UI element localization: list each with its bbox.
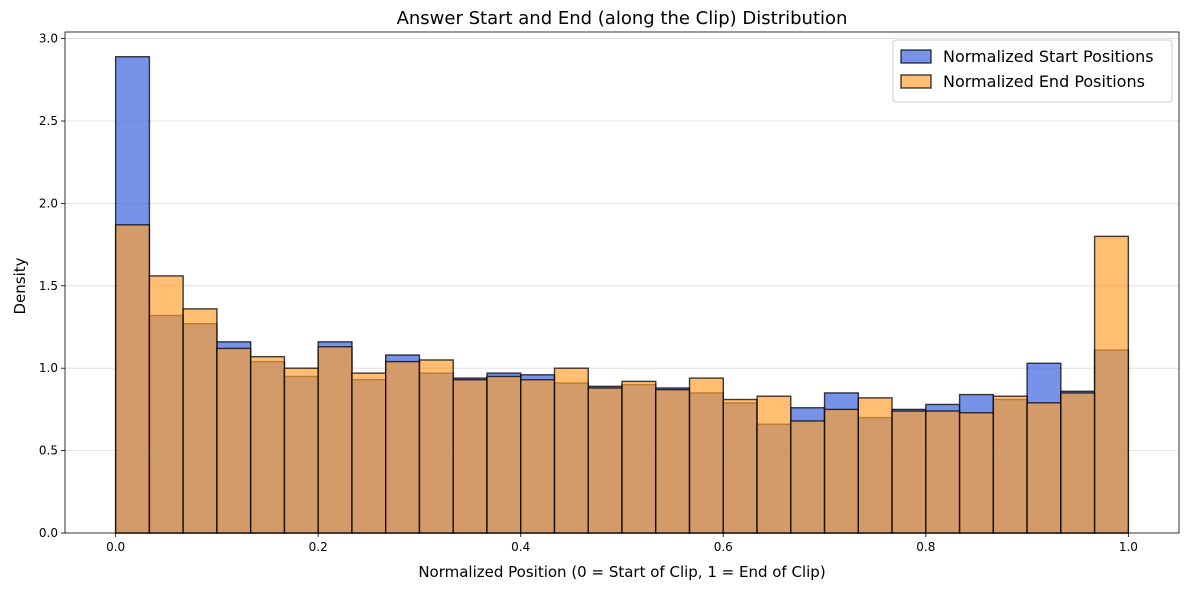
bar-end-13 — [553, 367, 589, 534]
axes: 0.0 0.5 1.0 1.5 2.0 2.5 3.0 0.0 0.2 0.4 0.6 0.8 1.0 — [39, 31, 1180, 554]
bar-end-0 — [114, 224, 151, 534]
bar-end-25 — [958, 411, 995, 534]
y-tick-label: 2.0 — [39, 196, 58, 210]
bar-end-8 — [384, 360, 421, 534]
bar-end-12 — [520, 379, 556, 534]
x-tick-label: 0.8 — [916, 540, 935, 554]
y-tick-label: 1.0 — [39, 361, 58, 375]
bar-end-21 — [823, 408, 860, 534]
bar-end-5 — [283, 367, 319, 534]
y-tick-label: 0.0 — [39, 526, 58, 540]
x-axis-title: Normalized Position (0 = Start of Clip, … — [418, 563, 825, 581]
legend-swatch — [900, 74, 932, 89]
bar-end-27 — [1026, 402, 1062, 534]
x-tick-label: 0.2 — [309, 540, 328, 554]
bar-end-18 — [722, 398, 758, 534]
bar-end-11 — [486, 375, 522, 534]
bar-end-15 — [621, 380, 657, 534]
y-tick-label: 3.0 — [39, 32, 58, 46]
x-tick-label: 0.4 — [511, 540, 530, 554]
y-axis-title: Density — [11, 257, 29, 314]
y-tick-label: 1.5 — [39, 279, 58, 293]
chart-title: Answer Start and End (along the Clip) Di… — [397, 8, 848, 29]
y-tick-label: 2.5 — [39, 114, 58, 128]
x-tick-label: 0.0 — [106, 540, 125, 554]
bar-end-3 — [216, 347, 252, 534]
bar-end-26 — [992, 395, 1028, 534]
bar-end-4 — [249, 355, 286, 534]
bar-end-22 — [857, 397, 893, 534]
legend: Normalized Start Positions Normalized End… — [892, 39, 1173, 103]
x-tick-label: 1.0 — [1119, 540, 1138, 554]
plot-frame — [64, 31, 1180, 534]
bar-end-9 — [418, 359, 454, 534]
bar-end-20 — [790, 420, 826, 534]
bar-end-23 — [891, 410, 927, 534]
legend-label: Normalized Start Positions — [943, 47, 1154, 66]
bar-end-17 — [688, 377, 724, 534]
bar-end-28 — [1060, 392, 1096, 534]
x-tick-label: 0.6 — [714, 540, 733, 554]
bar-end-24 — [925, 410, 961, 534]
legend-box — [892, 39, 1173, 103]
bar-end-6 — [317, 346, 353, 534]
bar-end-14 — [587, 387, 623, 534]
bar-end-1 — [148, 275, 184, 534]
legend-label: Normalized End Positions — [943, 72, 1145, 91]
legend-swatch — [900, 49, 932, 64]
bar-end-29 — [1093, 235, 1130, 534]
bar-end-10 — [452, 379, 488, 534]
bar-end-2 — [182, 308, 218, 534]
bar-end-16 — [655, 388, 691, 534]
bar-end-7 — [351, 372, 387, 534]
bar-end-19 — [756, 395, 792, 534]
y-tick-label: 0.5 — [39, 444, 58, 458]
